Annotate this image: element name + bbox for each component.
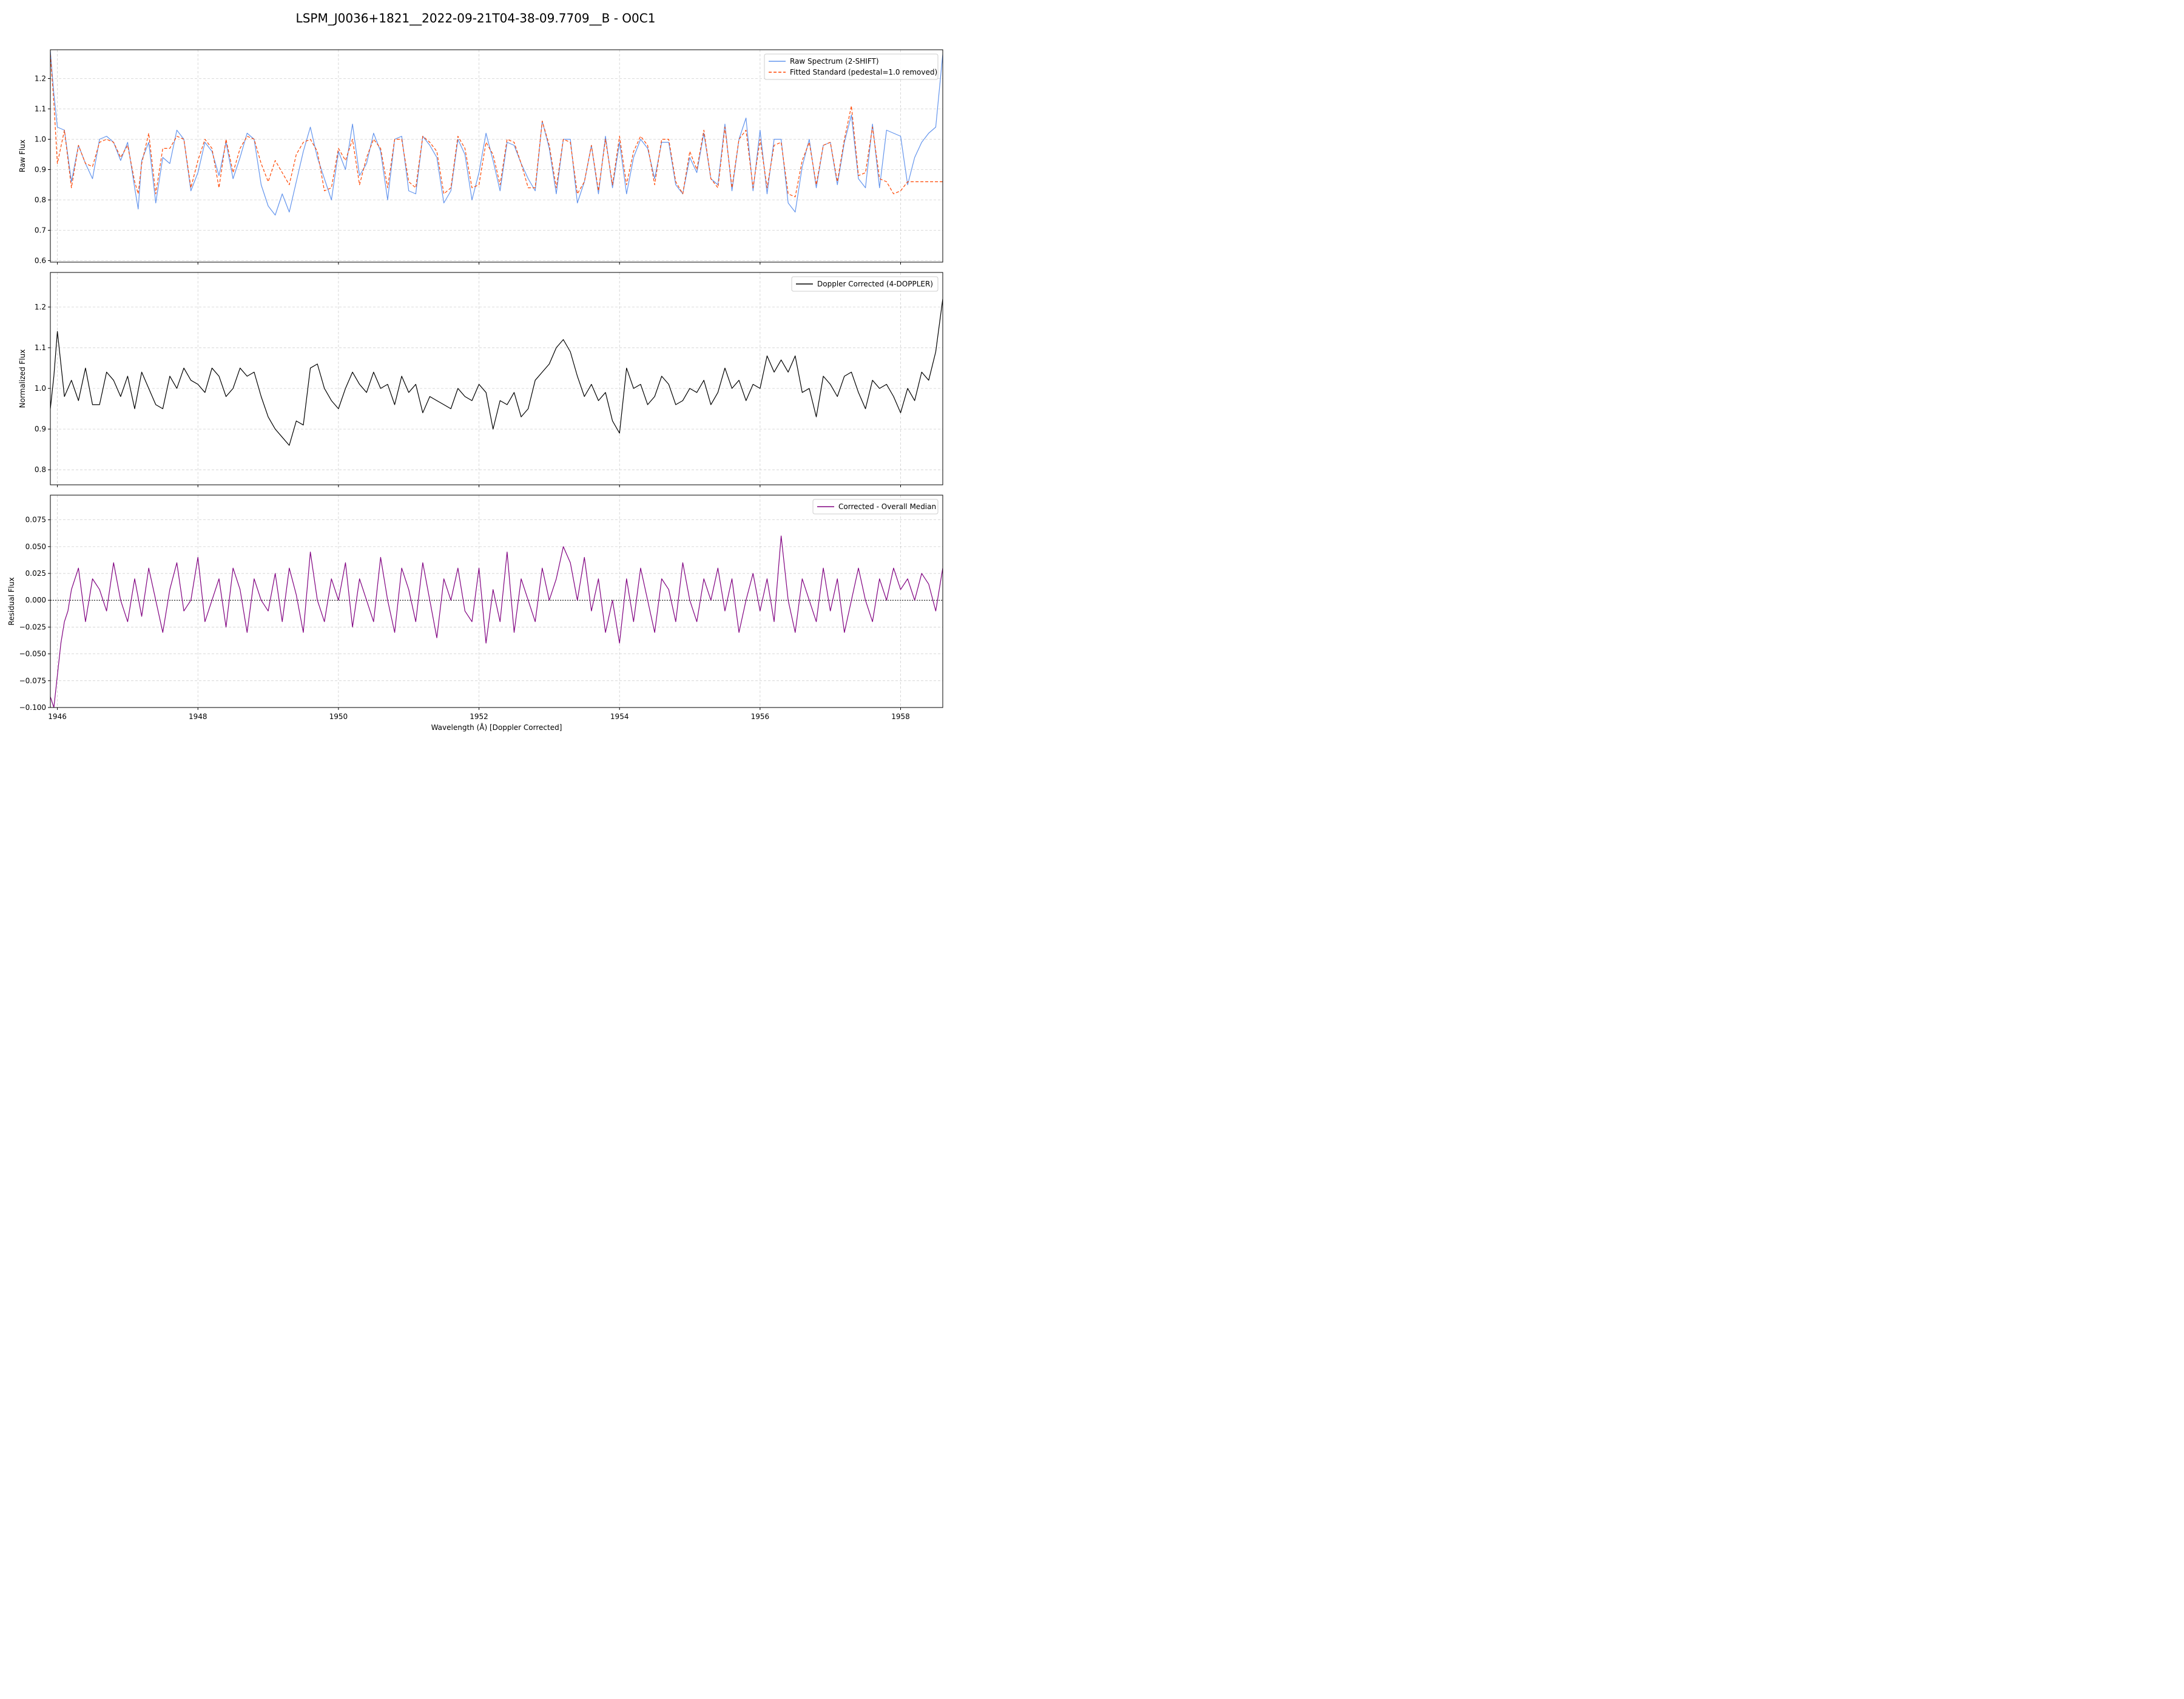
panel-2-ytick-label: 1.2 bbox=[35, 303, 46, 311]
panel-1-ytick-label: 0.6 bbox=[35, 257, 46, 265]
panel-2-legend-label-1: Doppler Corrected (4-DOPPLER) bbox=[817, 280, 933, 288]
panel-3-xtick-label: 1956 bbox=[751, 712, 770, 721]
panel-1-ytick-label: 1.2 bbox=[35, 75, 46, 83]
panel-2-series-1-line bbox=[50, 299, 943, 446]
panel-3-xtick-label: 1950 bbox=[329, 712, 348, 721]
panel-3-ytick-label: 0.025 bbox=[25, 569, 46, 578]
panel-1-ylabel: Raw Flux bbox=[18, 140, 27, 172]
panel-3-legend: Corrected - Overall Median bbox=[812, 499, 939, 515]
panel-2-ytick-label: 1.0 bbox=[35, 384, 46, 393]
panel-1-legend: Raw Spectrum (2-SHIFT) Fitted Standard (p… bbox=[764, 53, 939, 80]
panel-2-ytick-label: 0.8 bbox=[35, 465, 46, 474]
panel-3-xtick-label: 1952 bbox=[470, 712, 488, 721]
panel-1-legend-box bbox=[764, 53, 939, 80]
panel-3: 1946 1948 1950 1952 1954 1956 1958 −0.100 −0.075… bbox=[7, 495, 943, 732]
figure-title: LSPM_J0036+1821__2022-09-21T04-38-09.770… bbox=[295, 11, 656, 25]
panel-1-ytick-label: 1.1 bbox=[35, 105, 46, 113]
panel-3-ytick-label: 0.050 bbox=[25, 542, 46, 551]
panel-3-xtick-label: 1948 bbox=[189, 712, 207, 721]
panel-2-legend: Doppler Corrected (4-DOPPLER) bbox=[791, 276, 939, 292]
figure-canvas: 0.6 0.7 0.8 0.9 1.0 1.1 1.2 Raw Flux Raw Spectru… bbox=[7, 49, 943, 732]
panel-3-ylabel: Residual Flux bbox=[7, 577, 16, 625]
panel-3-ytick-label: −0.050 bbox=[19, 650, 46, 658]
panel-3-ytick-label: 0.075 bbox=[25, 516, 46, 524]
panel-3-series-1-line bbox=[50, 535, 943, 708]
panel-1-series-2-line bbox=[50, 54, 943, 198]
panel-3-legend-label-1: Corrected - Overall Median bbox=[838, 502, 936, 511]
panel-2-ytick-label: 0.9 bbox=[35, 425, 46, 433]
panel-2-ytick-label: 1.1 bbox=[35, 343, 46, 352]
panel-2: 0.8 0.9 1.0 1.1 1.2 Normalized Flux Doppler Co… bbox=[18, 272, 943, 487]
panel-1-ytick-label: 0.7 bbox=[35, 226, 46, 235]
panel-2-legend-box bbox=[791, 276, 939, 292]
panel-3-ytick-label: −0.100 bbox=[19, 703, 46, 712]
panel-1-ytick-label: 1.0 bbox=[35, 135, 46, 144]
panel-3-xtick-label: 1946 bbox=[48, 712, 67, 721]
panel-3-xtick-label: 1954 bbox=[610, 712, 629, 721]
panel-1-ytick-label: 0.8 bbox=[35, 196, 46, 204]
panel-3-xtick-label: 1958 bbox=[891, 712, 910, 721]
panel-1-ytick-label: 0.9 bbox=[35, 166, 46, 174]
panel-1: 0.6 0.7 0.8 0.9 1.0 1.1 1.2 Raw Flux Raw Spectru… bbox=[18, 49, 943, 265]
panel-3-legend-box bbox=[812, 499, 939, 515]
panel-3-ytick-label: 0.000 bbox=[25, 596, 46, 604]
panel-3-frame bbox=[50, 495, 943, 708]
panel-1-series-1-line bbox=[50, 51, 943, 216]
panel-3-xlabel: Wavelength (Å) [Doppler Corrected] bbox=[431, 723, 562, 732]
panel-1-legend-label-2: Fitted Standard (pedestal=1.0 removed) bbox=[790, 68, 937, 76]
panel-2-frame bbox=[50, 272, 943, 485]
panel-2-ylabel: Normalized Flux bbox=[18, 350, 27, 408]
panel-1-legend-label-1: Raw Spectrum (2-SHIFT) bbox=[790, 57, 879, 66]
panel-3-ytick-label: −0.025 bbox=[19, 623, 46, 631]
panel-1-frame bbox=[50, 49, 943, 263]
panel-3-ytick-label: −0.075 bbox=[19, 677, 46, 685]
